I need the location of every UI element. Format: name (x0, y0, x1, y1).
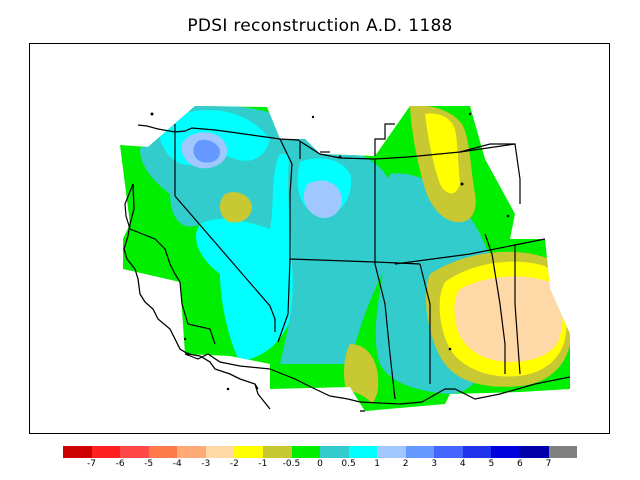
colorbar-swatch (462, 446, 492, 458)
colorbar-swatch (63, 446, 92, 458)
colorbar-swatch (120, 446, 149, 458)
colorbar-tick-label: -5 (144, 459, 154, 469)
colorbar-swatch (291, 446, 321, 458)
colorbar-tick-label: 0.5 (341, 459, 356, 469)
colorbar-swatch (405, 446, 435, 458)
colorbar-swatch (148, 446, 178, 458)
map-title: PDSI reconstruction A.D. 1188 (187, 16, 453, 36)
boundaries (124, 123, 571, 405)
map-frame (29, 43, 610, 434)
colorbar-swatch (91, 446, 121, 458)
colorbar-tick-label: 5 (488, 459, 495, 469)
colorbar-swatch (520, 446, 549, 458)
pdsi-fill (120, 106, 570, 411)
colorbar-tick-label: 7 (545, 459, 552, 469)
colorbar-tick-label: 4 (459, 459, 466, 469)
coastline (123, 183, 365, 412)
colorbar-tick-label: -1 (258, 459, 268, 469)
colorbar-tick-label: 2 (402, 459, 409, 469)
colorbar-tick-label: -4 (172, 459, 182, 469)
colorbar-tick-label: -0.5 (282, 459, 301, 469)
colorbar-swatch (491, 446, 520, 458)
colorbar-swatch (548, 446, 578, 458)
colorbar-swatch (348, 446, 378, 458)
colorbar-tick-label: -3 (201, 459, 211, 469)
colorbar-tick-label: 6 (517, 459, 523, 469)
colorbar (63, 446, 578, 458)
colorbar-tick-label: 1 (374, 459, 380, 469)
colorbar-tick-label: -7 (87, 459, 97, 469)
colorbar-swatch (262, 446, 292, 458)
colorbar-swatch (205, 446, 235, 458)
colorbar-swatch (234, 446, 263, 458)
colorbar-swatch (377, 446, 406, 458)
colorbar-tick-label: 3 (431, 459, 438, 469)
colorbar-tick-label: -2 (229, 459, 239, 469)
pdsi-map (120, 106, 571, 412)
colorbar-tick-label: 0 (317, 459, 323, 469)
colorbar-swatch (177, 446, 206, 458)
lakes (150, 112, 510, 391)
colorbar-swatch (434, 446, 463, 458)
colorbar-tick-label: -6 (115, 459, 125, 469)
colorbar-swatch (320, 446, 349, 458)
